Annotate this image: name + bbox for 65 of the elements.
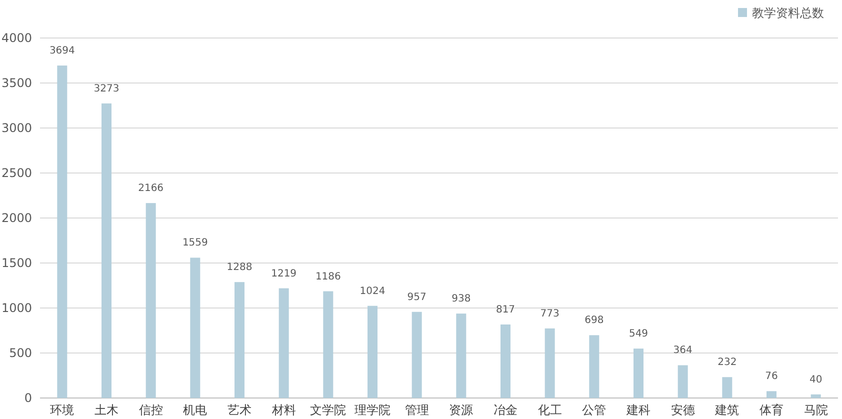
bar — [722, 377, 732, 398]
y-tick-label: 4000 — [1, 31, 32, 45]
bar — [57, 66, 68, 398]
data-label: 957 — [407, 292, 426, 303]
x-tick-label: 冶金 — [494, 403, 518, 417]
data-label: 3273 — [94, 83, 120, 94]
data-label: 364 — [673, 345, 692, 356]
bar — [102, 103, 112, 398]
x-tick-label: 安德 — [670, 403, 695, 417]
bar — [634, 348, 644, 398]
y-tick-label: 3000 — [1, 121, 32, 135]
x-tick-label: 马院 — [804, 403, 828, 417]
data-label: 1186 — [315, 271, 341, 282]
y-tick-label: 1000 — [1, 301, 32, 315]
data-label: 76 — [765, 371, 778, 382]
x-tick-label: 体育 — [760, 403, 784, 417]
x-tick-label: 建筑 — [714, 403, 740, 417]
data-label: 773 — [540, 308, 560, 320]
y-tick-label: 3500 — [1, 76, 32, 90]
bar — [412, 312, 422, 398]
data-label: 40 — [809, 374, 822, 386]
legend-label: 教学资料总数 — [752, 6, 824, 20]
data-label: 2166 — [138, 183, 164, 194]
bar — [456, 314, 466, 398]
data-label: 3694 — [49, 46, 75, 57]
data-label: 938 — [452, 294, 471, 305]
data-label: 698 — [584, 315, 604, 326]
x-tick-label: 化工 — [538, 403, 562, 417]
y-tick-label: 500 — [9, 346, 32, 360]
bar — [234, 282, 244, 398]
data-label: 232 — [718, 357, 737, 368]
y-tick-label: 2500 — [1, 166, 32, 180]
bar — [278, 288, 289, 398]
bar — [544, 328, 555, 398]
x-tick-label: 理学院 — [354, 403, 390, 417]
bar — [190, 258, 200, 398]
x-tick-label: 公管 — [582, 403, 606, 417]
bar — [589, 335, 600, 398]
bar — [766, 391, 776, 398]
data-label: 1219 — [271, 268, 297, 280]
bar — [500, 324, 510, 398]
bar — [323, 291, 334, 398]
data-label: 1024 — [360, 286, 386, 297]
data-label: 549 — [628, 328, 648, 340]
bar — [678, 365, 688, 398]
x-tick-label: 管理 — [404, 403, 429, 417]
x-tick-label: 艺术 — [228, 403, 252, 417]
y-tick-label: 2000 — [1, 211, 32, 225]
legend: 教学资料总数 — [738, 6, 824, 20]
x-tick-label: 材料 — [270, 403, 296, 417]
x-tick-label: 资源 — [449, 403, 474, 417]
data-label: 1288 — [226, 262, 252, 274]
x-tick-label: 机电 — [183, 403, 208, 417]
bar — [146, 203, 156, 398]
data-label: 817 — [496, 304, 516, 316]
y-tick-label: 0 — [24, 391, 32, 405]
x-tick-label: 信控 — [138, 403, 163, 417]
data-label: 1559 — [182, 238, 208, 249]
x-tick-label: 文学院 — [310, 403, 346, 417]
bar — [368, 306, 378, 398]
x-tick-label: 土木 — [94, 403, 118, 417]
x-tick-label: 环境 — [50, 403, 74, 417]
bar — [810, 394, 821, 398]
x-tick-label: 建科 — [626, 403, 650, 417]
y-tick-label: 1500 — [1, 256, 32, 270]
